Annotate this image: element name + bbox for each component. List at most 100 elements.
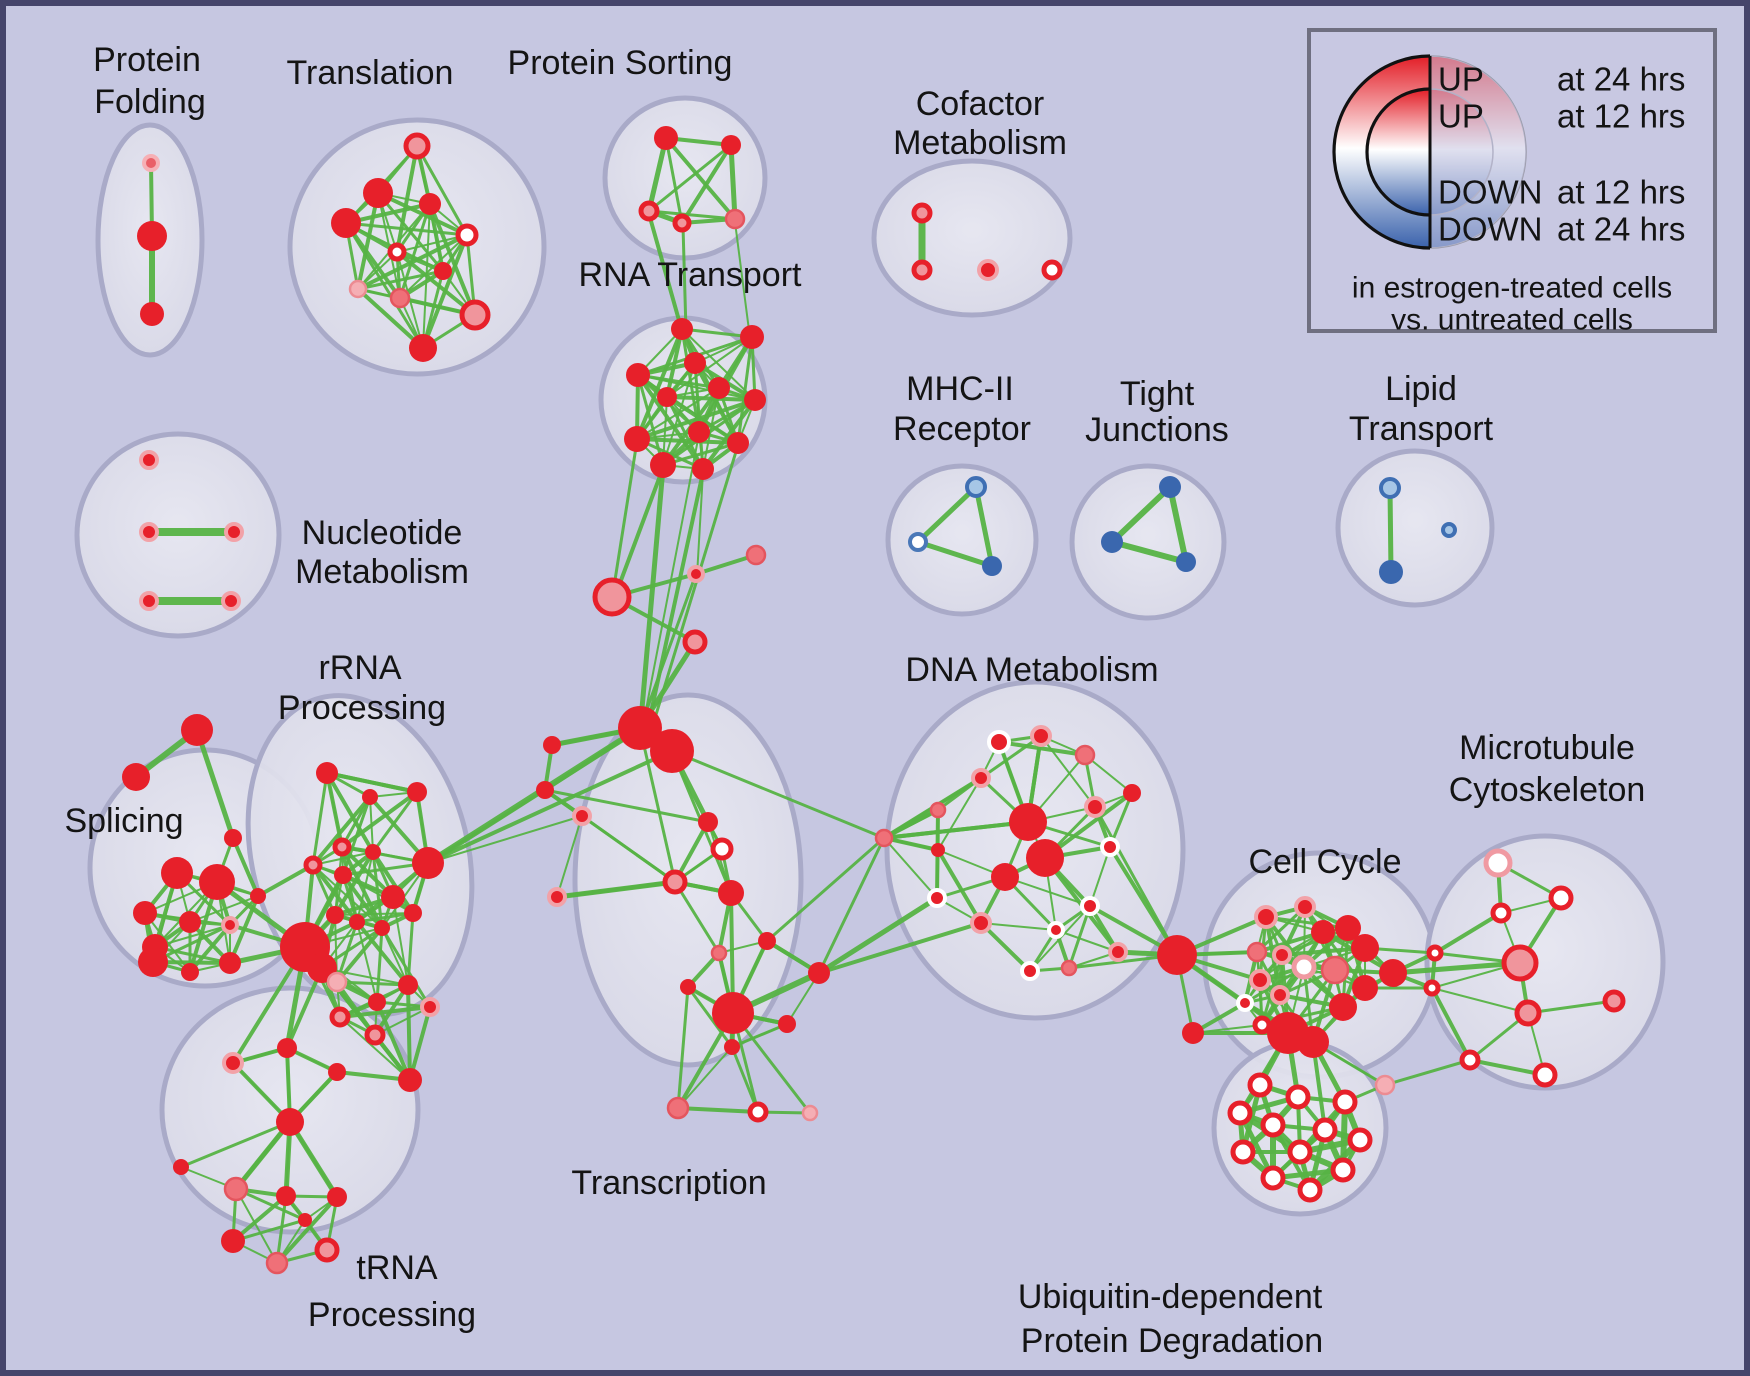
network-node-red bbox=[654, 126, 678, 150]
network-node-red bbox=[140, 302, 164, 326]
network-edge bbox=[335, 980, 410, 987]
network-edge bbox=[1430, 986, 1472, 1062]
backbone-edge bbox=[734, 221, 751, 339]
legend-entry-label: UP bbox=[1438, 98, 1484, 135]
network-edge bbox=[731, 1011, 812, 1115]
network-edge bbox=[1468, 1058, 1547, 1077]
network-node-red_ring_white bbox=[1532, 1062, 1558, 1088]
network-edge bbox=[325, 771, 419, 794]
network-edge bbox=[235, 1188, 278, 1264]
network-node-red bbox=[624, 426, 650, 452]
network-node-red bbox=[680, 979, 696, 995]
network-node-red_ring_pink bbox=[329, 1006, 351, 1028]
network-node-red bbox=[349, 914, 365, 930]
network-node-pink bbox=[745, 544, 767, 566]
network-node-pink bbox=[1074, 744, 1096, 766]
network-edge bbox=[371, 850, 415, 915]
network-edge bbox=[681, 328, 756, 401]
network-edge bbox=[231, 1218, 307, 1243]
network-edge bbox=[883, 837, 938, 899]
network-node-red_ring_pink bbox=[1602, 989, 1626, 1013]
network-node-red bbox=[179, 911, 201, 933]
network-edge bbox=[392, 896, 409, 986]
backbone-edge bbox=[612, 466, 665, 601]
network-node-red bbox=[224, 829, 242, 847]
network-node-lightpink bbox=[801, 1104, 819, 1122]
backbone-edge bbox=[681, 224, 688, 333]
network-node-red bbox=[334, 866, 352, 884]
network-edge bbox=[356, 287, 425, 350]
network-node-red_ring_pink bbox=[303, 855, 323, 875]
cluster-label-cell-cycle: Cell Cycle bbox=[1248, 843, 1401, 881]
network-edge bbox=[635, 437, 740, 445]
network-node-blue bbox=[1159, 476, 1181, 498]
network-node-red bbox=[671, 318, 693, 340]
network-node-lightpink bbox=[326, 971, 348, 993]
network-node-red bbox=[712, 992, 754, 1034]
cluster-ellipse-transcription bbox=[572, 692, 804, 1068]
network-edge bbox=[371, 790, 419, 854]
network-node-pink bbox=[874, 828, 894, 848]
network-node-red bbox=[276, 1186, 296, 1206]
network-node-red bbox=[1311, 920, 1335, 944]
network-node-pink_ring_white bbox=[1483, 848, 1513, 878]
network-node-red bbox=[363, 178, 393, 208]
legend-glyph-left-half bbox=[1332, 54, 1430, 250]
network-node-white_ring_red bbox=[1020, 961, 1040, 981]
backbone-edge bbox=[610, 439, 639, 601]
network-node-red_ring_white bbox=[1287, 1139, 1313, 1165]
cluster-ellipse-lipid-transport bbox=[1335, 448, 1495, 608]
network-node-pink bbox=[223, 1176, 249, 1202]
network-edge bbox=[355, 911, 415, 924]
cluster-label-cofactor-metabolism: Metabolism bbox=[893, 124, 1067, 162]
network-node-red bbox=[398, 1068, 422, 1092]
network-node-red_ring_white bbox=[1247, 1072, 1273, 1098]
network-edge bbox=[325, 771, 375, 854]
legend-entry-label: DOWN bbox=[1438, 211, 1542, 248]
network-node-red bbox=[181, 963, 199, 981]
network-node-red bbox=[718, 880, 744, 906]
network-node-red bbox=[181, 714, 213, 746]
cluster-label-rna-transport: RNA Transport bbox=[579, 256, 803, 294]
network-edge bbox=[408, 1005, 432, 1082]
legend-entry-time: at 24 hrs bbox=[1557, 61, 1685, 98]
network-node-red bbox=[657, 387, 677, 407]
network-edge bbox=[194, 727, 236, 841]
network-edge bbox=[646, 135, 669, 214]
network-edge bbox=[334, 912, 414, 916]
network-node-red bbox=[328, 1063, 346, 1081]
cluster-label-nucleotide-metabolism: Metabolism bbox=[295, 553, 469, 591]
network-node-red bbox=[362, 789, 378, 805]
network-node-white_ring_red bbox=[1047, 921, 1065, 939]
backbone-edge bbox=[1383, 1058, 1472, 1087]
network-node-red_ring_pink bbox=[1501, 944, 1539, 982]
network-node-red bbox=[626, 363, 650, 387]
backbone-edge bbox=[696, 471, 704, 577]
network-edge bbox=[1387, 485, 1394, 575]
network-node-red_ring_white bbox=[387, 242, 407, 262]
network-node-pink_ring_red bbox=[420, 997, 440, 1017]
network-node-pink_ring_red bbox=[221, 591, 241, 611]
network-edge bbox=[325, 771, 344, 849]
network-node-red bbox=[744, 389, 766, 411]
network-node-red bbox=[326, 906, 344, 924]
network-edge bbox=[664, 136, 737, 221]
network-node-white_ring_red bbox=[1236, 994, 1254, 1012]
network-node-pink_ring_white bbox=[1291, 954, 1317, 980]
cluster-label-translation: Translation bbox=[287, 54, 454, 92]
network-node-red bbox=[721, 135, 741, 155]
network-node-white_ring_red bbox=[1080, 896, 1100, 916]
network-edge bbox=[312, 851, 374, 866]
network-node-red bbox=[931, 843, 945, 857]
network-edge bbox=[915, 484, 979, 545]
network-edge bbox=[428, 202, 477, 317]
network-edge bbox=[1433, 911, 1503, 955]
network-edge bbox=[694, 553, 758, 576]
backbone-edge bbox=[1093, 805, 1179, 957]
network-node-pink_ring_red bbox=[971, 768, 991, 788]
network-nodes bbox=[122, 126, 1626, 1275]
network-edge bbox=[680, 143, 733, 225]
network-node-red bbox=[398, 975, 418, 995]
